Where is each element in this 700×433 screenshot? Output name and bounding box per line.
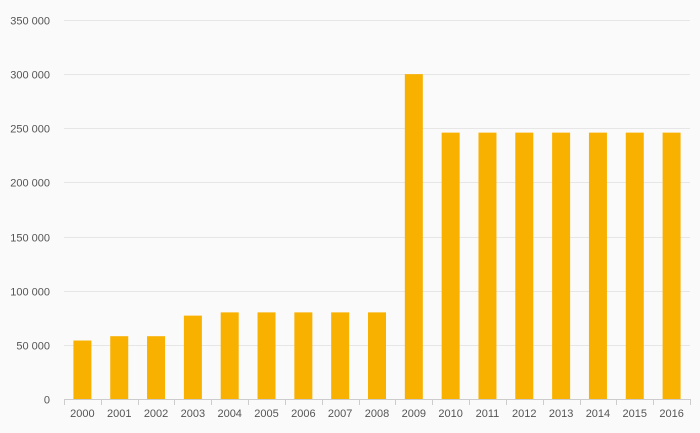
x-tick-label: 2010 bbox=[438, 408, 462, 420]
bars bbox=[73, 74, 681, 400]
bar-2000 bbox=[73, 340, 92, 399]
x-tick-label: 2013 bbox=[549, 408, 573, 420]
y-tick-label: 250 000 bbox=[10, 124, 50, 136]
x-tick-label: 2014 bbox=[586, 408, 610, 420]
bar-2004 bbox=[220, 312, 239, 399]
x-tick-label: 2000 bbox=[70, 408, 94, 420]
x-tick-label: 2004 bbox=[217, 408, 241, 420]
y-tick-label: 150 000 bbox=[10, 233, 50, 245]
x-tick-label: 2012 bbox=[512, 408, 536, 420]
x-tick-label: 2006 bbox=[291, 408, 315, 420]
x-tick-label: 2003 bbox=[181, 408, 205, 420]
y-tick-label: 200 000 bbox=[10, 178, 50, 190]
x-tick-label: 2011 bbox=[476, 408, 500, 420]
bar-2005 bbox=[257, 312, 276, 399]
bar-2003 bbox=[183, 315, 202, 399]
bar-2016 bbox=[662, 132, 681, 400]
x-tick-label: 2005 bbox=[254, 408, 278, 420]
bar-2001 bbox=[110, 336, 129, 399]
bar-2002 bbox=[147, 336, 166, 399]
y-axis: 0 50 000 100 000 150 000 200 000 250 000 300 0… bbox=[10, 16, 50, 407]
x-axis: 2000 2001 2002 2003 2004 2005 2006 2007 2008 2009… bbox=[64, 399, 691, 420]
bar-2009 bbox=[404, 74, 423, 400]
x-tick-label: 2001 bbox=[107, 408, 131, 420]
gridlines bbox=[64, 20, 690, 346]
x-tick-label: 2008 bbox=[365, 408, 389, 420]
bar-2006 bbox=[294, 312, 313, 399]
bar-2015 bbox=[625, 132, 644, 400]
bar-2010 bbox=[441, 132, 460, 400]
bar-2012 bbox=[515, 132, 534, 400]
y-tick-label: 350 000 bbox=[10, 16, 50, 28]
y-tick-label: 0 bbox=[44, 395, 50, 407]
y-tick-label: 300 000 bbox=[10, 70, 50, 82]
bar-2007 bbox=[331, 312, 350, 399]
bar-2011 bbox=[478, 132, 497, 400]
y-tick-label: 100 000 bbox=[10, 287, 50, 299]
y-tick-label: 50 000 bbox=[16, 341, 50, 353]
x-tick-label: 2007 bbox=[328, 408, 352, 420]
bar-2008 bbox=[368, 312, 386, 399]
bar-2014 bbox=[588, 132, 607, 400]
x-tick-label: 2009 bbox=[402, 408, 426, 420]
bar-2013 bbox=[552, 132, 571, 400]
x-tick-label: 2016 bbox=[659, 408, 683, 420]
x-tick-label: 2015 bbox=[623, 408, 647, 420]
x-tick-label: 2002 bbox=[144, 408, 168, 420]
